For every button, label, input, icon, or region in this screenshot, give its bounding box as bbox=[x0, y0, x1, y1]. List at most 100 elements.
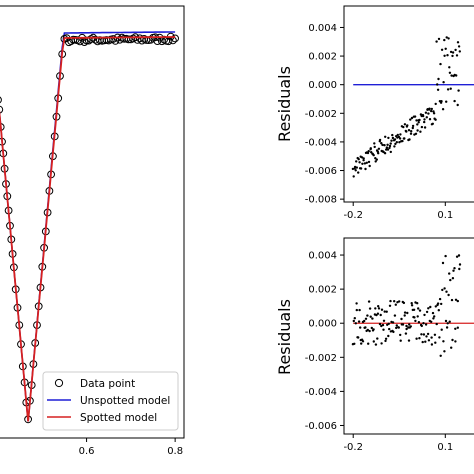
y-tick-label: -0.002 bbox=[305, 353, 337, 364]
residual-point bbox=[405, 324, 408, 328]
residual-point bbox=[381, 323, 385, 327]
residual-point bbox=[386, 148, 390, 151]
residual-point bbox=[355, 160, 358, 163]
residual-point bbox=[375, 158, 378, 161]
residual-point bbox=[391, 133, 394, 137]
light-curve-panel: 0.6 0.8 Data point Unspotted model Spotte… bbox=[0, 5, 185, 457]
residual-point bbox=[432, 317, 435, 320]
residual-point bbox=[367, 342, 370, 345]
residual-point bbox=[377, 152, 380, 155]
y-tick-label: 0.004 bbox=[308, 251, 337, 262]
residual-point bbox=[443, 54, 446, 57]
residual-point bbox=[367, 150, 370, 153]
residual-point bbox=[384, 135, 387, 138]
residual-point bbox=[423, 313, 426, 317]
data-point bbox=[0, 96, 2, 104]
residual-point bbox=[399, 333, 402, 337]
residual-point bbox=[381, 143, 384, 147]
residual-point bbox=[360, 342, 363, 345]
residual-point bbox=[458, 50, 461, 53]
residual-point bbox=[380, 342, 383, 345]
residual-point bbox=[448, 66, 451, 69]
x-tick-label: 0.1 bbox=[437, 442, 453, 453]
residual-point bbox=[385, 310, 388, 313]
residual-point bbox=[389, 299, 392, 303]
y-tick-label: -0.002 bbox=[305, 109, 337, 120]
residual-point bbox=[357, 158, 360, 161]
residual-point bbox=[372, 328, 375, 331]
residual-point bbox=[438, 297, 442, 301]
residual-point bbox=[442, 340, 445, 343]
residual-point bbox=[361, 162, 364, 165]
residual-point bbox=[387, 322, 390, 325]
residual-point bbox=[416, 302, 419, 305]
residual-point bbox=[420, 125, 424, 129]
residual-point bbox=[365, 161, 368, 164]
residual-point bbox=[414, 319, 417, 323]
residual-point bbox=[362, 157, 365, 160]
residual-point bbox=[385, 146, 389, 149]
light-curve-data-layer bbox=[0, 31, 180, 424]
residual-point bbox=[445, 36, 448, 39]
y-tick-label: -0.006 bbox=[305, 166, 337, 177]
residual-point bbox=[374, 160, 377, 163]
residual-point bbox=[379, 313, 382, 317]
residual-point bbox=[420, 324, 423, 328]
residual-point bbox=[375, 313, 378, 317]
residual-point bbox=[387, 334, 390, 338]
residual-point bbox=[367, 300, 371, 303]
residual-point bbox=[355, 302, 358, 305]
residual-point bbox=[399, 133, 402, 136]
residual-point bbox=[455, 54, 459, 57]
residual-point bbox=[418, 309, 422, 312]
residual-point bbox=[357, 336, 360, 339]
residuals-unspotted-ticks: 0.004 0.002 0.000 -0.002 -0.004 -0.006 -0.008-… bbox=[305, 23, 454, 221]
residual-point bbox=[403, 311, 407, 314]
residual-point bbox=[421, 340, 424, 344]
residual-point bbox=[391, 321, 395, 324]
residual-point bbox=[440, 100, 443, 103]
residual-point bbox=[400, 317, 403, 321]
x-tick-label: -0.2 bbox=[343, 442, 363, 453]
residual-point bbox=[376, 312, 380, 315]
residual-point bbox=[352, 319, 355, 323]
residual-point bbox=[451, 51, 455, 54]
residual-point bbox=[410, 302, 413, 305]
data-point bbox=[87, 35, 95, 43]
residual-point bbox=[435, 40, 438, 43]
residual-point bbox=[383, 152, 387, 155]
residual-point bbox=[394, 303, 397, 306]
residual-point bbox=[456, 103, 459, 107]
residual-point bbox=[458, 267, 461, 271]
residual-point bbox=[450, 74, 453, 77]
residual-point bbox=[428, 118, 432, 121]
residual-point bbox=[437, 37, 441, 41]
residuals-spotted-ticks: 0.004 0.002 0.000 -0.002 -0.004 -0.006 -0.2 0.1 bbox=[305, 251, 454, 453]
y-tick-label: -0.004 bbox=[305, 137, 337, 148]
residual-point bbox=[443, 350, 446, 353]
residual-point bbox=[366, 328, 369, 332]
residual-point bbox=[405, 130, 408, 133]
residual-point bbox=[409, 118, 412, 121]
residual-point bbox=[418, 118, 421, 122]
residual-point bbox=[368, 307, 372, 310]
residual-point bbox=[449, 87, 452, 90]
residual-point bbox=[357, 320, 361, 323]
residual-point bbox=[355, 166, 358, 169]
residual-point bbox=[451, 338, 454, 342]
residual-point bbox=[420, 333, 423, 336]
residual-point bbox=[446, 54, 449, 57]
unspotted-model-line bbox=[0, 31, 176, 422]
residual-point bbox=[453, 99, 456, 103]
residual-point bbox=[453, 267, 456, 270]
residual-point bbox=[424, 340, 427, 343]
residual-point bbox=[431, 311, 435, 315]
residual-point bbox=[457, 254, 461, 257]
residual-point bbox=[366, 314, 369, 317]
residual-point bbox=[388, 327, 391, 331]
residual-point bbox=[423, 126, 427, 129]
residual-point bbox=[411, 126, 414, 130]
residual-point bbox=[369, 147, 372, 150]
residual-point bbox=[454, 340, 457, 343]
residual-point bbox=[440, 302, 443, 306]
